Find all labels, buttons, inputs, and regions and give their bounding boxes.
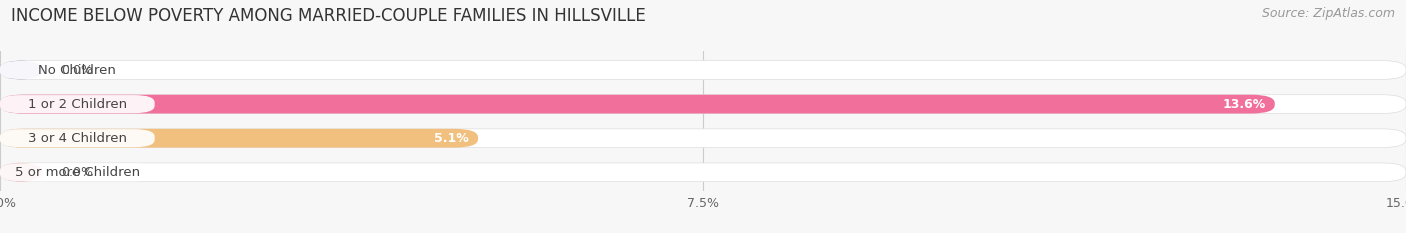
FancyBboxPatch shape (0, 129, 478, 147)
FancyBboxPatch shape (0, 163, 1406, 182)
Text: 13.6%: 13.6% (1222, 98, 1265, 111)
FancyBboxPatch shape (0, 61, 42, 79)
Text: No Children: No Children (38, 64, 117, 76)
FancyBboxPatch shape (0, 61, 1406, 79)
Text: 3 or 4 Children: 3 or 4 Children (28, 132, 127, 145)
FancyBboxPatch shape (0, 129, 155, 147)
Text: 0.0%: 0.0% (60, 64, 93, 76)
FancyBboxPatch shape (0, 129, 1406, 147)
Text: 1 or 2 Children: 1 or 2 Children (28, 98, 127, 111)
Text: 0.0%: 0.0% (60, 166, 93, 179)
FancyBboxPatch shape (0, 95, 155, 113)
FancyBboxPatch shape (0, 95, 1406, 113)
FancyBboxPatch shape (0, 163, 42, 182)
Text: 5.1%: 5.1% (434, 132, 468, 145)
Text: 5 or more Children: 5 or more Children (15, 166, 139, 179)
Text: INCOME BELOW POVERTY AMONG MARRIED-COUPLE FAMILIES IN HILLSVILLE: INCOME BELOW POVERTY AMONG MARRIED-COUPL… (11, 7, 645, 25)
FancyBboxPatch shape (0, 163, 155, 181)
FancyBboxPatch shape (0, 61, 155, 79)
Text: Source: ZipAtlas.com: Source: ZipAtlas.com (1261, 7, 1395, 20)
FancyBboxPatch shape (0, 95, 1275, 113)
